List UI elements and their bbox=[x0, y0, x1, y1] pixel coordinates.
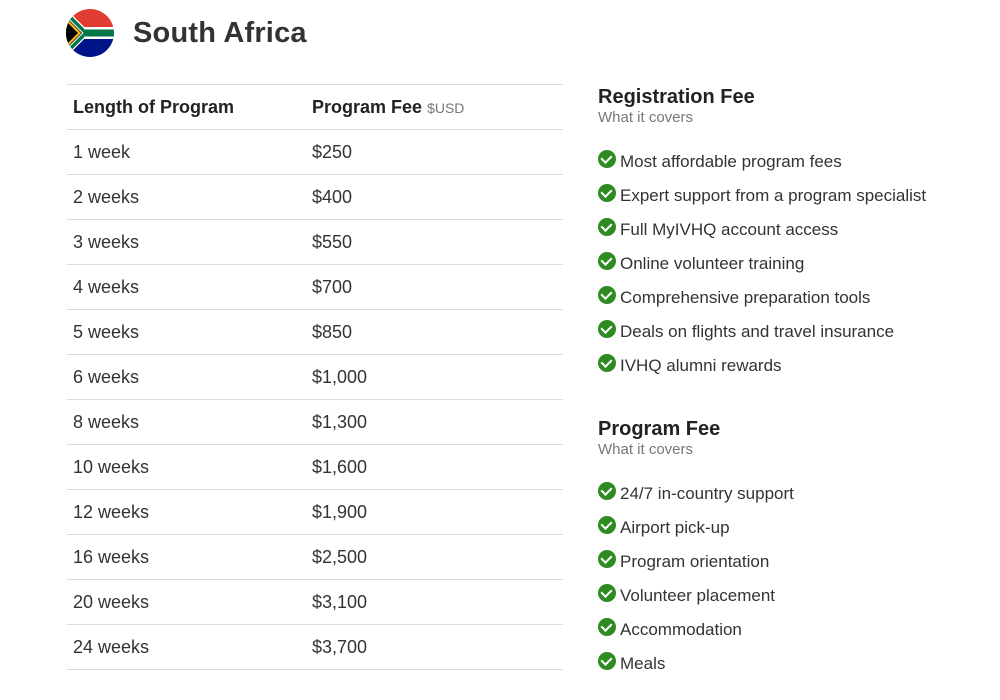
fee-cell: $1,600 bbox=[306, 444, 563, 490]
currency-label: $USD bbox=[427, 99, 465, 116]
table-row: 6 weeks $1,000 bbox=[67, 354, 563, 400]
list-item-label: Meals bbox=[620, 654, 666, 673]
fee-cell: $550 bbox=[306, 219, 563, 265]
page-header: South Africa bbox=[66, 9, 307, 57]
length-cell: 1 week bbox=[67, 129, 306, 175]
list-item-label: 24/7 in-country support bbox=[620, 484, 794, 503]
fee-cell: $2,500 bbox=[306, 534, 563, 580]
list-item: Expert support from a program specialist bbox=[598, 179, 978, 213]
fee-cell: $850 bbox=[306, 309, 563, 355]
table-row: 16 weeks $2,500 bbox=[67, 534, 563, 580]
table-row: 8 weeks $1,300 bbox=[67, 399, 563, 445]
registration-fee-list: Most affordable program fees Expert supp… bbox=[598, 145, 978, 383]
length-cell: 8 weeks bbox=[67, 399, 306, 445]
check-circle-icon bbox=[598, 218, 616, 236]
table-row: 5 weeks $850 bbox=[67, 309, 563, 355]
fee-cell: $250 bbox=[306, 129, 563, 175]
table-row: 20 weeks $3,100 bbox=[67, 579, 563, 625]
fee-cell: $3,700 bbox=[306, 624, 563, 670]
registration-fee-title: Registration Fee bbox=[598, 86, 755, 108]
check-circle-icon bbox=[598, 252, 616, 270]
list-item-label: Program orientation bbox=[620, 552, 770, 571]
check-circle-icon bbox=[598, 550, 616, 568]
check-circle-icon bbox=[598, 516, 616, 534]
list-item: 24/7 in-country support bbox=[598, 477, 978, 511]
program-fee-title: Program Fee bbox=[598, 418, 721, 440]
south-africa-flag-icon bbox=[66, 9, 114, 57]
page-title: South Africa bbox=[133, 16, 307, 49]
program-fee-list: 24/7 in-country support Airport pick-up … bbox=[598, 477, 978, 681]
list-item-label: Most affordable program fees bbox=[620, 152, 842, 171]
list-item-label: Full MyIVHQ account access bbox=[620, 220, 839, 239]
length-cell: 2 weeks bbox=[67, 174, 306, 220]
check-circle-icon bbox=[598, 354, 616, 372]
check-circle-icon bbox=[598, 150, 616, 168]
list-item-label: Volunteer placement bbox=[620, 586, 775, 605]
fee-cell: $1,300 bbox=[306, 399, 563, 445]
check-circle-icon bbox=[598, 184, 616, 202]
length-cell: 4 weeks bbox=[67, 264, 306, 310]
check-circle-icon bbox=[598, 652, 616, 670]
list-item-label: IVHQ alumni rewards bbox=[620, 356, 782, 375]
list-item: Volunteer placement bbox=[598, 579, 978, 613]
registration-fee-subtitle: What it covers bbox=[598, 109, 694, 126]
fee-cell: $3,100 bbox=[306, 579, 563, 625]
table-row: 10 weeks $1,600 bbox=[67, 444, 563, 490]
length-cell: 16 weeks bbox=[67, 534, 306, 580]
list-item-label: Online volunteer training bbox=[620, 254, 805, 273]
fee-cell: $700 bbox=[306, 264, 563, 310]
table-row: 3 weeks $550 bbox=[67, 219, 563, 265]
list-item: Airport pick-up bbox=[598, 511, 978, 545]
fee-table: Length of Program Program Fee $USD 1 wee… bbox=[67, 84, 563, 670]
list-item: Accommodation bbox=[598, 613, 978, 647]
list-item: Meals bbox=[598, 647, 978, 681]
table-header-row: Length of Program Program Fee $USD bbox=[67, 84, 563, 130]
list-item: IVHQ alumni rewards bbox=[598, 349, 978, 383]
registration-fee-section: Registration Fee What it covers Most aff… bbox=[598, 85, 978, 383]
length-cell: 12 weeks bbox=[67, 489, 306, 535]
check-circle-icon bbox=[598, 482, 616, 500]
check-circle-icon bbox=[598, 320, 616, 338]
length-cell: 10 weeks bbox=[67, 444, 306, 490]
list-item: Online volunteer training bbox=[598, 247, 978, 281]
check-circle-icon bbox=[598, 584, 616, 602]
fee-cell: $400 bbox=[306, 174, 563, 220]
list-item-label: Comprehensive preparation tools bbox=[620, 288, 871, 307]
list-item: Most affordable program fees bbox=[598, 145, 978, 179]
list-item: Comprehensive preparation tools bbox=[598, 281, 978, 315]
list-item-label: Expert support from a program specialist bbox=[620, 186, 927, 205]
list-item: Deals on flights and travel insurance bbox=[598, 315, 978, 349]
program-fee-subtitle: What it covers bbox=[598, 441, 694, 458]
table-row: 4 weeks $700 bbox=[67, 264, 563, 310]
length-cell: 6 weeks bbox=[67, 354, 306, 400]
table-row: 12 weeks $1,900 bbox=[67, 489, 563, 535]
length-cell: 3 weeks bbox=[67, 219, 306, 265]
check-circle-icon bbox=[598, 618, 616, 636]
fee-cell: $1,000 bbox=[306, 354, 563, 400]
length-cell: 5 weeks bbox=[67, 309, 306, 355]
list-item-label: Airport pick-up bbox=[620, 518, 730, 537]
list-item-label: Accommodation bbox=[620, 620, 742, 639]
column-header-length: Length of Program bbox=[67, 84, 306, 130]
fee-cell: $1,900 bbox=[306, 489, 563, 535]
program-fee-section: Program Fee What it covers 24/7 in-count… bbox=[598, 417, 978, 681]
fee-table-body: 1 week $250 2 weeks $400 3 weeks $550 4 wee… bbox=[67, 129, 563, 670]
column-header-fee: Program Fee $USD bbox=[306, 84, 563, 130]
length-cell: 24 weeks bbox=[67, 624, 306, 670]
check-circle-icon bbox=[598, 286, 616, 304]
length-cell: 20 weeks bbox=[67, 579, 306, 625]
list-item-label: Deals on flights and travel insurance bbox=[620, 322, 895, 341]
table-row: 2 weeks $400 bbox=[67, 174, 563, 220]
column-header-fee-label: Program Fee bbox=[312, 96, 423, 117]
table-row: 1 week $250 bbox=[67, 129, 563, 175]
list-item: Full MyIVHQ account access bbox=[598, 213, 978, 247]
list-item: Program orientation bbox=[598, 545, 978, 579]
table-row: 24 weeks $3,700 bbox=[67, 624, 563, 670]
